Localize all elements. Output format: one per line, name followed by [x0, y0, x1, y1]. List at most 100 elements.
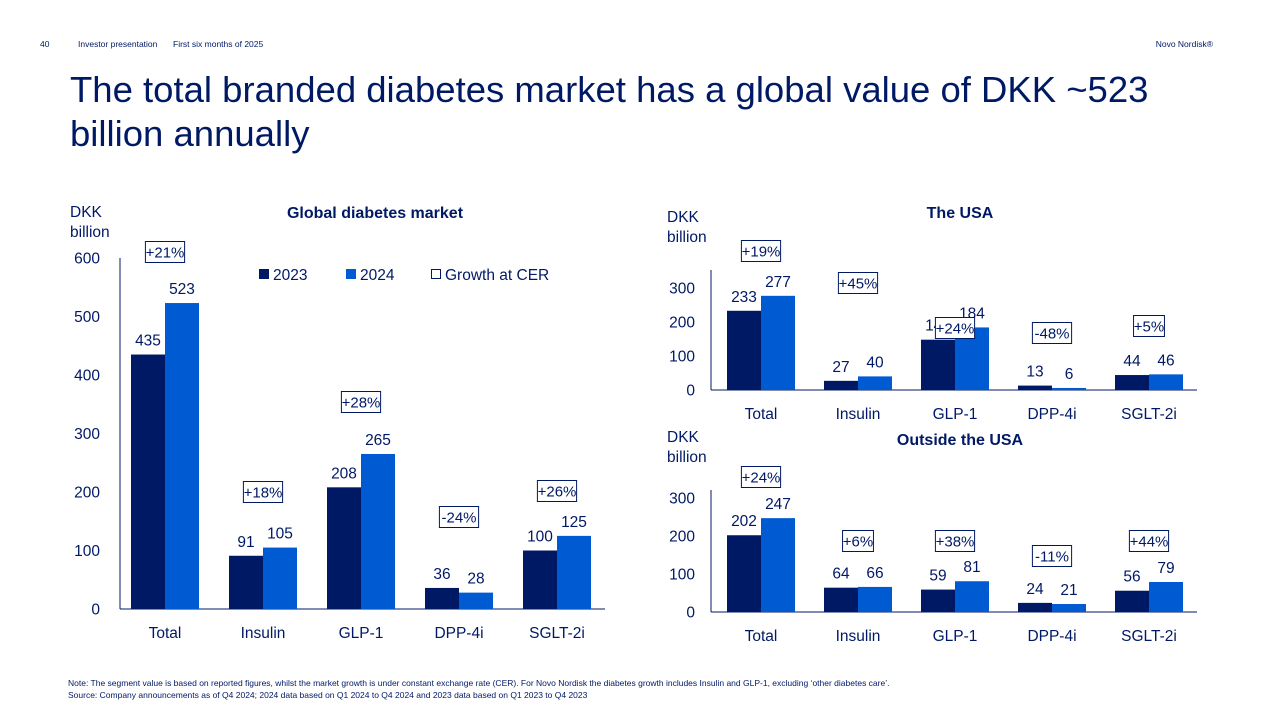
growth-label-outside-4: +44% — [1130, 534, 1169, 551]
usa-bar-2024 — [761, 295, 795, 390]
legend-swatch-growth — [431, 269, 441, 279]
outside-bar-2023 — [1115, 590, 1149, 612]
growth-label-global-1: +18% — [244, 485, 283, 502]
global-bar-2024 — [263, 547, 297, 609]
usa-category-label: SGLT-2i — [1121, 406, 1177, 423]
growth-label-usa-4: +5% — [1134, 319, 1164, 336]
global-data-label-2024: 125 — [561, 514, 587, 531]
usa-data-label-2024: 46 — [1157, 352, 1174, 369]
outside-data-label-2023: 59 — [929, 568, 946, 585]
outside-category-label: GLP-1 — [933, 628, 978, 645]
outside-y-tick: 200 — [669, 529, 695, 546]
growth-label-usa-2: +24% — [936, 321, 975, 338]
usa-bar-2024 — [1149, 374, 1183, 390]
outside-y-tick: 300 — [669, 491, 695, 508]
growth-box-outside-3 — [1031, 545, 1073, 567]
outside-bar-2023 — [921, 589, 955, 612]
outside-bar-2024 — [761, 518, 795, 612]
usa-bar-2024 — [858, 376, 892, 390]
usa-bar-2024 — [1052, 387, 1086, 390]
outside-data-label-2024: 247 — [765, 496, 791, 513]
growth-box-global-3 — [438, 506, 480, 528]
growth-box-usa-1 — [837, 272, 879, 294]
growth-box-outside-2 — [934, 530, 976, 552]
outside-data-label-2023: 64 — [832, 566, 850, 583]
global-bar-2024 — [361, 453, 395, 609]
usa-category-label: DPP-4i — [1027, 406, 1076, 423]
usa-data-label-2024: 277 — [765, 274, 791, 291]
global-y-tick: 0 — [91, 602, 100, 619]
global-data-label-2023: 435 — [135, 333, 161, 350]
global-bar-2024 — [165, 303, 199, 609]
usa-bar-2023 — [824, 380, 858, 390]
global-data-label-2023: 91 — [237, 534, 254, 551]
growth-box-usa-0 — [740, 240, 782, 262]
usa-data-label-2024: 40 — [866, 354, 884, 371]
outside-data-label-2024: 21 — [1060, 582, 1077, 599]
growth-label-usa-1: +45% — [839, 276, 878, 293]
footer-source: Source: Company announcements as of Q4 2… — [68, 690, 588, 700]
global-data-label-2024: 105 — [267, 526, 293, 543]
usa-bar-2023 — [921, 339, 955, 390]
outside-bar-2024 — [1052, 604, 1086, 612]
outside-bar-2023 — [727, 535, 761, 612]
usa-y-tick: 0 — [686, 383, 695, 400]
global-unit-label: billion — [70, 224, 110, 241]
outside-unit-label: billion — [667, 449, 707, 466]
header-period: First six months of 2025 — [173, 39, 264, 49]
usa-category-label: Total — [745, 406, 778, 423]
legend-label-s2023: 2023 — [273, 267, 307, 284]
usa-data-label-2023: 233 — [731, 289, 757, 306]
global-bar-2023 — [327, 487, 361, 609]
global-bar-2023 — [131, 354, 165, 609]
global-y-tick: 500 — [74, 309, 100, 326]
legend-label-s2024: 2024 — [360, 267, 395, 284]
growth-label-global-0: +21% — [146, 245, 185, 262]
global-bar-2024 — [459, 592, 493, 609]
outside-y-tick: 0 — [686, 605, 695, 622]
growth-box-global-0 — [144, 241, 186, 263]
outside-chart-title: Outside the USA — [897, 432, 1024, 449]
outside-data-label-2024: 66 — [866, 565, 883, 582]
global-bar-2024 — [557, 535, 591, 609]
growth-label-usa-0: +19% — [742, 244, 781, 261]
global-category-label: Insulin — [241, 625, 286, 642]
usa-bar-2023 — [1115, 375, 1149, 390]
usa-data-label-2023: 13 — [1026, 364, 1043, 381]
global-category-label: GLP-1 — [339, 625, 384, 642]
usa-category-label: GLP-1 — [933, 406, 978, 423]
outside-data-label-2024: 81 — [963, 559, 980, 576]
outside-y-tick: 100 — [669, 567, 695, 584]
growth-box-usa-2 — [934, 317, 976, 339]
global-unit-label: DKK — [70, 204, 103, 221]
usa-category-label: Insulin — [836, 406, 881, 423]
outside-data-label-2023: 24 — [1026, 581, 1044, 598]
outside-bar-2024 — [1149, 581, 1183, 612]
legend-label-growth: Growth at CER — [445, 267, 549, 284]
growth-label-global-4: +26% — [538, 484, 577, 501]
outside-bar-2024 — [955, 581, 989, 612]
outside-data-label-2023: 56 — [1123, 569, 1140, 586]
usa-y-tick: 100 — [669, 349, 695, 366]
outside-category-label: Insulin — [836, 628, 881, 645]
global-bar-2023 — [425, 587, 459, 609]
global-y-tick: 200 — [74, 485, 100, 502]
global-data-label-2024: 523 — [169, 281, 195, 298]
growth-box-outside-0 — [740, 466, 782, 488]
growth-box-outside-4 — [1128, 530, 1170, 552]
global-data-label-2023: 208 — [331, 465, 357, 482]
growth-box-global-2 — [340, 391, 382, 413]
page-title: The total branded diabetes market has a … — [70, 69, 1149, 154]
global-data-label-2023: 100 — [527, 529, 553, 546]
outside-unit-label: DKK — [667, 429, 700, 446]
outside-data-label-2024: 79 — [1157, 560, 1174, 577]
usa-bar-2023 — [1018, 385, 1052, 390]
legend-swatch-s2024 — [346, 269, 356, 279]
outside-bar-2023 — [824, 587, 858, 612]
global-data-label-2023: 36 — [433, 566, 450, 583]
global-category-label: SGLT-2i — [529, 625, 585, 642]
outside-data-label-2023: 202 — [731, 513, 757, 530]
global-category-label: DPP-4i — [434, 625, 483, 642]
global-chart-title: Global diabetes market — [287, 205, 464, 222]
header-section: Investor presentation — [78, 39, 158, 49]
